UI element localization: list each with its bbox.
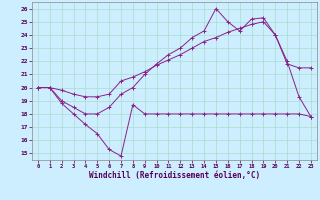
X-axis label: Windchill (Refroidissement éolien,°C): Windchill (Refroidissement éolien,°C) [89,171,260,180]
